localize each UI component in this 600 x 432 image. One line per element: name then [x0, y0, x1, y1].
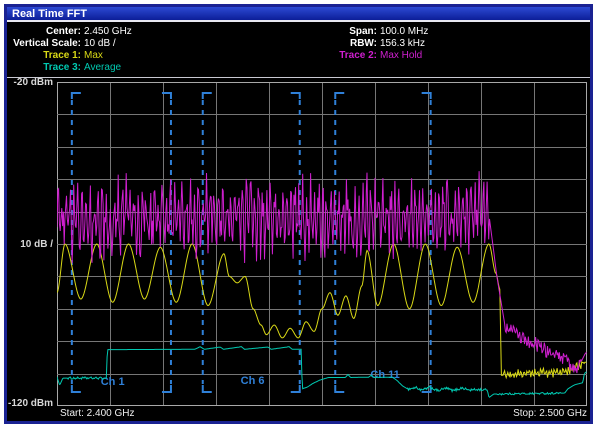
center-frequency-value: 2.450 GHz	[84, 26, 132, 37]
trace2-label: Trace 2:	[303, 50, 377, 62]
vertical-scale-field: Vertical Scale:10 dB /	[7, 38, 132, 50]
trace2-field: Trace 2:Max Hold	[303, 50, 428, 62]
rbw-field: RBW:156.3 kHz	[303, 38, 428, 50]
window-title: Real Time FFT	[12, 8, 87, 20]
start-frequency-label: Start: 2.400 GHz	[60, 408, 134, 420]
y-axis-scale-label: 10 dB /	[7, 239, 53, 250]
channel-marker-top-hook	[72, 93, 81, 99]
rbw-label: RBW:	[303, 38, 377, 50]
trace1-label: Trace 1:	[7, 50, 81, 62]
channel-marker-top-hook	[291, 93, 300, 99]
measurement-header: Center:2.450 GHz Vertical Scale:10 dB / …	[7, 24, 590, 78]
span-value: 100.0 MHz	[380, 26, 428, 37]
channel-marker-bottom-hook	[335, 385, 344, 392]
span-label: Span:	[303, 26, 377, 38]
y-axis-bottom-label: -120 dBm	[7, 398, 53, 409]
vertical-scale-label: Vertical Scale:	[7, 38, 81, 50]
stop-frequency-label: Stop: 2.500 GHz	[307, 408, 587, 420]
center-frequency-field: Center:2.450 GHz	[7, 26, 132, 38]
rbw-value: 156.3 kHz	[380, 38, 425, 49]
channel-label: Ch 6	[241, 375, 265, 387]
trace2-mode-value: Max Hold	[380, 50, 422, 61]
y-axis-top-label: -20 dBm	[7, 77, 53, 88]
trace1-mode-value: Max	[84, 50, 103, 61]
channel-markers: Ch 1Ch 6Ch 11	[72, 93, 431, 392]
trace3-mode-value: Average	[84, 62, 121, 73]
trace-average	[57, 347, 587, 398]
channel-marker-bottom-hook	[291, 385, 300, 392]
channel-marker-bottom-hook	[72, 385, 81, 392]
trace1-field: Trace 1:Max	[7, 50, 132, 62]
trace-max	[57, 244, 587, 378]
span-field: Span:100.0 MHz	[303, 26, 428, 38]
channel-marker-top-hook	[203, 93, 212, 99]
center-frequency-label: Center:	[7, 26, 81, 38]
channel-marker-top-hook	[335, 93, 344, 99]
spectrum-svg: Ch 1Ch 6Ch 11	[57, 82, 587, 406]
channel-marker-bottom-hook	[203, 385, 212, 392]
trace3-label: Trace 3:	[7, 62, 81, 74]
spectrum-plot: Ch 1Ch 6Ch 11	[57, 82, 587, 406]
trace3-field: Trace 3:Average	[7, 62, 132, 74]
header-right-column: Span:100.0 MHz RBW:156.3 kHz Trace 2:Max…	[303, 26, 428, 62]
spectrum-analyzer-window: Real Time FFT Center:2.450 GHz Vertical …	[4, 4, 593, 424]
vertical-scale-value: 10 dB /	[84, 38, 116, 49]
channel-marker-top-hook	[422, 93, 431, 99]
title-bar: Real Time FFT	[7, 7, 590, 22]
header-left-column: Center:2.450 GHz Vertical Scale:10 dB / …	[7, 26, 132, 74]
